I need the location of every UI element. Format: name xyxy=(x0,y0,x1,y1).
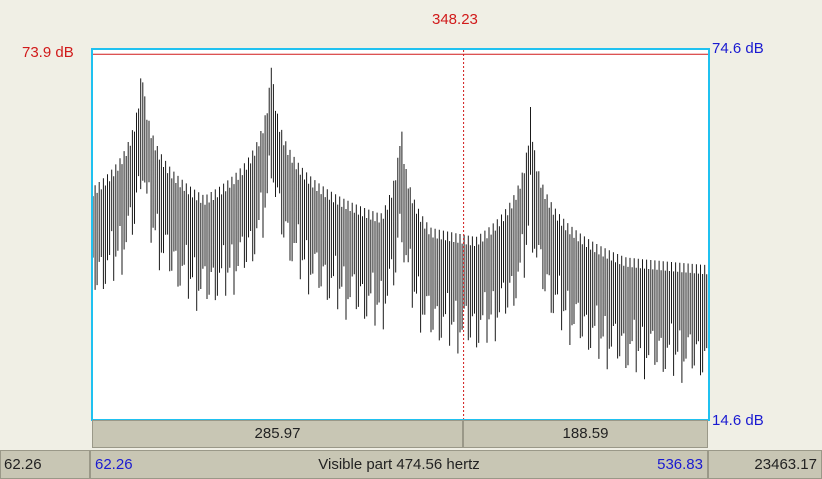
spectrum-trace xyxy=(93,67,708,383)
cursor-db-label: 73.9 dB xyxy=(22,44,74,61)
selection-left-segment[interactable]: 285.97 xyxy=(92,420,463,448)
cursor-frequency-label: 348.23 xyxy=(432,11,478,28)
max-db-label: 74.6 dB xyxy=(712,40,764,57)
min-db-label: 14.6 dB xyxy=(712,412,764,429)
total-start-label[interactable]: 62.26 xyxy=(0,450,90,479)
visible-start-label: 62.26 xyxy=(95,456,133,473)
visible-part-bar[interactable]: 62.26 Visible part 474.56 hertz 536.83 xyxy=(90,450,708,479)
spectrum-plot[interactable] xyxy=(91,48,710,421)
visible-end-label: 536.83 xyxy=(657,456,703,473)
spectrum-svg[interactable] xyxy=(93,50,708,419)
visible-part-label: Visible part 474.56 hertz xyxy=(318,456,480,473)
selection-right-segment[interactable]: 188.59 xyxy=(463,420,708,448)
total-end-label[interactable]: 23463.17 xyxy=(708,450,822,479)
